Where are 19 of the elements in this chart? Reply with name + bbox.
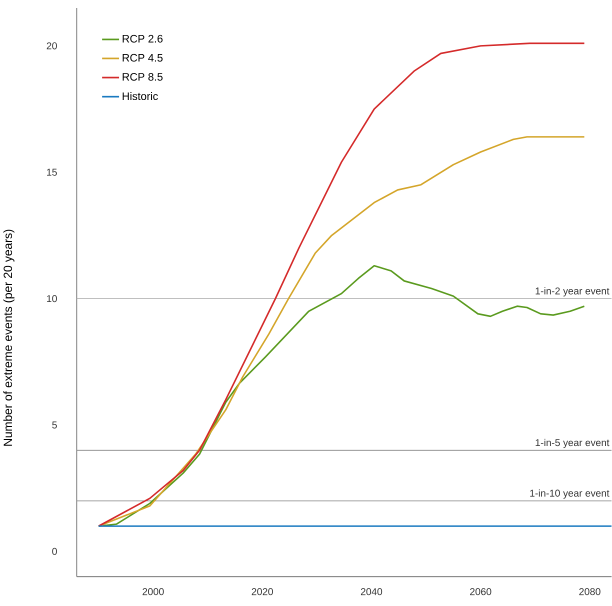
- legend-label: RCP 2.6: [122, 35, 163, 43]
- x-tick-label: 2080: [579, 588, 600, 596]
- ref-line-label: 1-in-2 year event: [536, 287, 610, 297]
- y-tick-label: 20: [46, 42, 57, 50]
- legend-label: RCP 8.5: [122, 73, 163, 81]
- y-tick-label: 10: [47, 295, 57, 302]
- legend-label: RCP 4.5: [122, 54, 163, 62]
- x-tick-label: 2000: [142, 588, 164, 596]
- ref-line-label: 1-in-10 year event: [530, 490, 610, 499]
- legend-label: Historic: [122, 92, 158, 100]
- ref-line-label: 1-in-5 year event: [536, 439, 610, 448]
- x-tick-label: 2020: [252, 588, 273, 596]
- x-tick-label: 2040: [360, 588, 382, 596]
- y-axis-title: Number of extreme events (per 20 years): [3, 230, 14, 446]
- x-tick-label: 2060: [470, 588, 492, 596]
- y-tick-label: 15: [47, 169, 57, 176]
- line-series: [98, 42, 586, 528]
- y-tick-label: 5: [52, 422, 57, 429]
- y-tick-label: 0: [52, 548, 57, 556]
